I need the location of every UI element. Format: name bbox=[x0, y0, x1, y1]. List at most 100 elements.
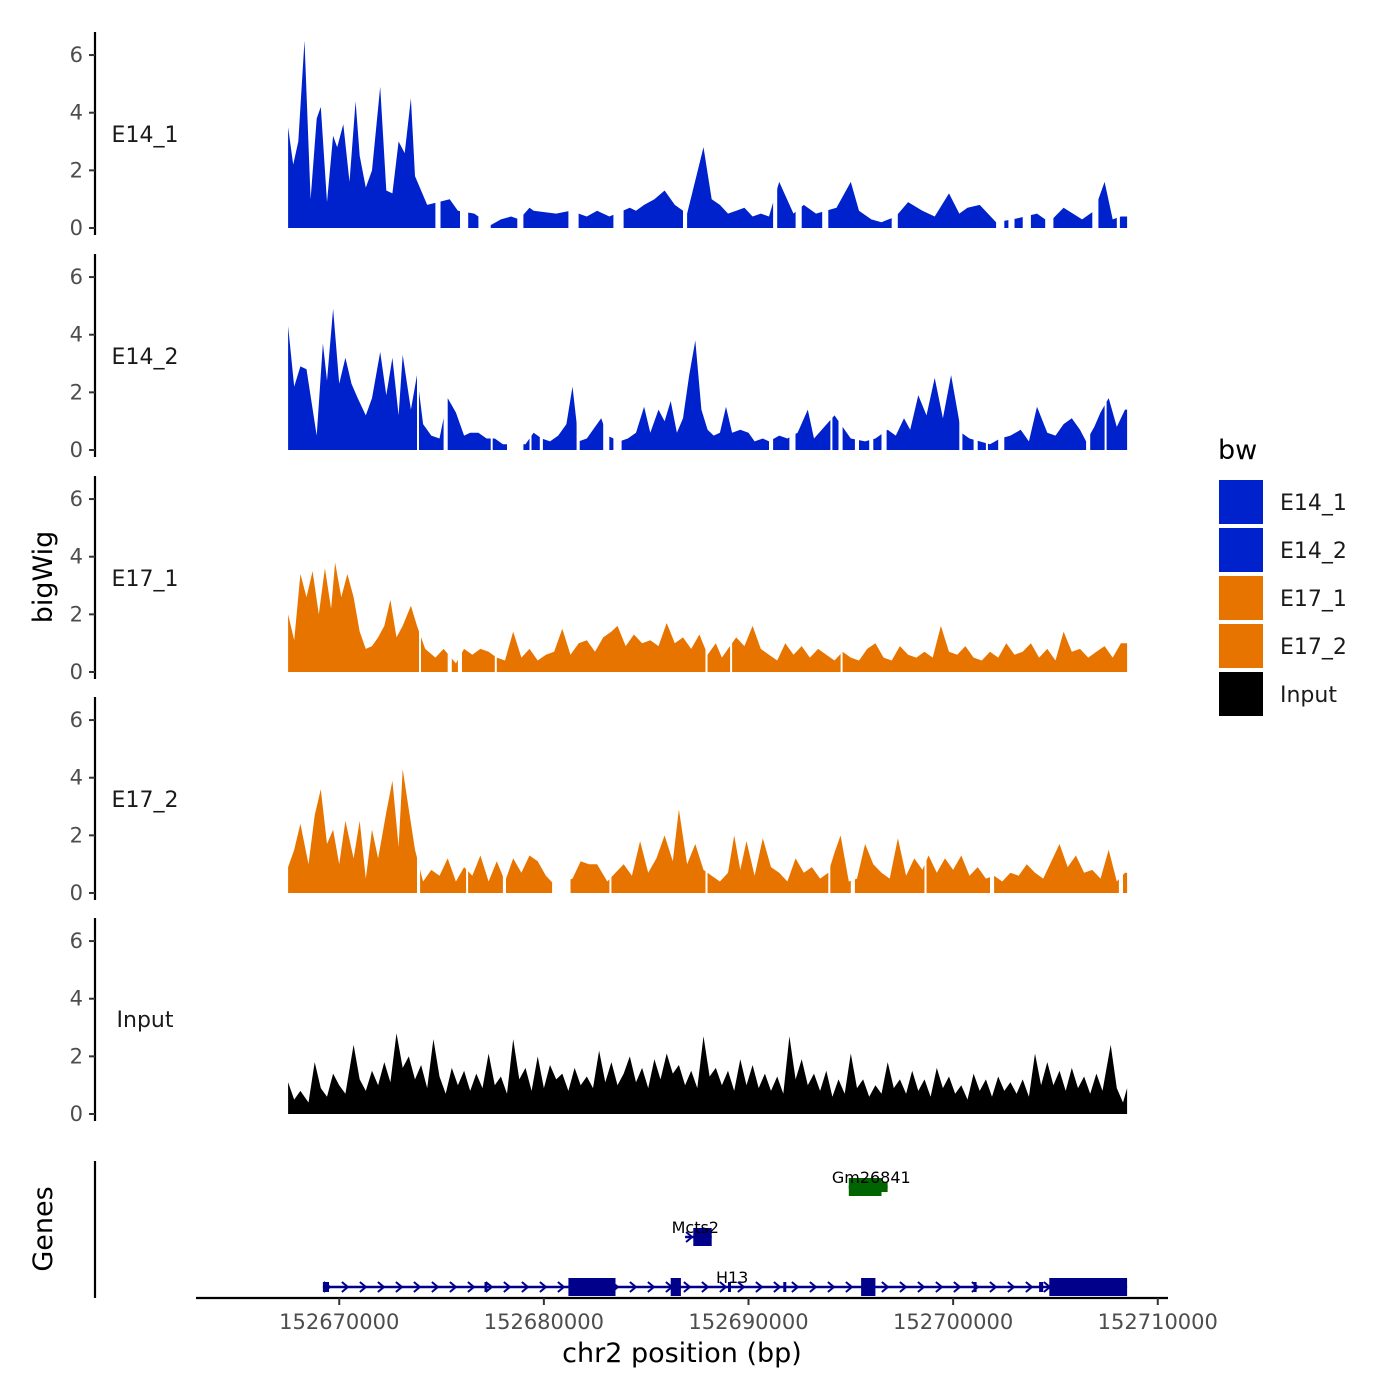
strand-chevron bbox=[899, 1281, 908, 1293]
signal-gap bbox=[435, 30, 441, 228]
y-tick-label: 6 bbox=[70, 708, 83, 732]
signal-gap bbox=[447, 474, 452, 672]
gene-exon bbox=[783, 1282, 787, 1292]
signal-gap bbox=[613, 252, 622, 450]
track-label: E17_2 bbox=[112, 788, 179, 813]
legend-key bbox=[1219, 480, 1263, 524]
signal-gap bbox=[457, 474, 462, 672]
gene-exon bbox=[848, 1178, 882, 1196]
legend-key bbox=[1219, 528, 1263, 572]
signal-gap bbox=[850, 695, 855, 893]
track-label: E17_1 bbox=[112, 567, 179, 592]
legend-label: E17_2 bbox=[1280, 635, 1347, 660]
strand-chevron bbox=[521, 1281, 530, 1293]
strand-chevron bbox=[791, 1281, 800, 1293]
legend-label: E17_1 bbox=[1280, 587, 1347, 612]
signal-area bbox=[288, 1033, 1128, 1114]
legend-label: E14_2 bbox=[1280, 539, 1347, 564]
y-axis-title: bigWig bbox=[28, 531, 59, 624]
signal-gap bbox=[576, 252, 580, 450]
gene-exon bbox=[973, 1282, 977, 1292]
signal-gap bbox=[985, 252, 988, 450]
signal-gap bbox=[830, 252, 833, 450]
signal-gap bbox=[769, 252, 774, 450]
signal-gap bbox=[507, 252, 524, 450]
y-tick-label: 4 bbox=[70, 545, 83, 569]
signal-area bbox=[288, 308, 1128, 450]
y-tick-label: 4 bbox=[70, 766, 83, 790]
track-e14-1: 0 2 4 6 E14_1 bbox=[70, 30, 1128, 240]
gene-label: Mcts2 bbox=[672, 1218, 719, 1237]
signal-gap bbox=[494, 474, 497, 672]
legend-item-e14-2: E14_2 bbox=[1219, 528, 1347, 572]
gene-exon bbox=[728, 1282, 731, 1292]
legend-label: Input bbox=[1280, 683, 1337, 708]
signal-gap bbox=[789, 252, 796, 450]
gene-exon bbox=[1039, 1282, 1044, 1292]
signal-gap bbox=[854, 252, 859, 450]
legend-key bbox=[1219, 576, 1263, 620]
strand-chevron bbox=[431, 1281, 440, 1293]
y-tick-label: 0 bbox=[70, 881, 83, 905]
strand-chevron bbox=[685, 1231, 694, 1243]
strand-chevron bbox=[1025, 1281, 1034, 1293]
x-axis-title: chr2 position (bp) bbox=[562, 1338, 802, 1369]
track-input: 0 2 4 6 Input bbox=[70, 918, 1128, 1126]
gene-exon bbox=[670, 1278, 681, 1296]
gene-exon bbox=[484, 1282, 488, 1292]
strand-chevron bbox=[953, 1281, 962, 1293]
signal-gap bbox=[840, 474, 843, 672]
signal-gap bbox=[990, 695, 995, 893]
signal-gap bbox=[417, 252, 419, 450]
genes-axis-title: Genes bbox=[28, 1186, 59, 1271]
legend: bw E14_1 E14_2 E17_1 E17_2 Input bbox=[1218, 435, 1347, 716]
track-e14-2: 0 2 4 6 E14_2 bbox=[70, 252, 1128, 462]
signal-gap bbox=[1118, 695, 1123, 893]
y-tick-label: 0 bbox=[70, 216, 83, 240]
y-tick-label: 2 bbox=[70, 1044, 83, 1068]
signal-gap bbox=[490, 252, 493, 450]
x-tick-label: 152670000 bbox=[279, 1310, 399, 1334]
signal-gap bbox=[1092, 30, 1099, 228]
strand-chevron bbox=[1007, 1281, 1016, 1293]
gene-h13: H13 bbox=[322, 1268, 1128, 1296]
signal-gap bbox=[1008, 30, 1015, 228]
strand-chevron bbox=[737, 1281, 746, 1293]
y-tick-label: 6 bbox=[70, 265, 83, 289]
y-tick-label: 2 bbox=[70, 823, 83, 847]
strand-chevron bbox=[773, 1281, 782, 1293]
signal-gap bbox=[1022, 30, 1031, 228]
y-tick-label: 6 bbox=[70, 43, 83, 67]
signal-gap bbox=[730, 474, 733, 672]
signal-gap bbox=[460, 30, 469, 228]
y-tick-label: 2 bbox=[70, 158, 83, 182]
strand-chevron bbox=[449, 1281, 458, 1293]
signal-gap bbox=[568, 30, 579, 228]
gene-exon bbox=[861, 1278, 876, 1296]
strand-chevron bbox=[467, 1281, 476, 1293]
track-label: E14_2 bbox=[112, 345, 179, 370]
strand-chevron bbox=[539, 1281, 548, 1293]
signal-gap bbox=[773, 30, 778, 228]
strand-chevron bbox=[503, 1281, 512, 1293]
gene-gm26841: Gm26841 bbox=[832, 1168, 911, 1196]
signal-gap bbox=[552, 695, 571, 893]
strand-chevron bbox=[881, 1281, 890, 1293]
strand-chevron bbox=[917, 1281, 926, 1293]
y-tick-label: 4 bbox=[70, 323, 83, 347]
strand-chevron bbox=[809, 1281, 818, 1293]
x-tick-label: 152710000 bbox=[1098, 1310, 1218, 1334]
gene-label: H13 bbox=[716, 1268, 748, 1287]
gene-exon bbox=[1049, 1278, 1128, 1296]
x-axis: 152670000 152680000 152690000 152700000 1527… bbox=[196, 1296, 1218, 1334]
signal-gap bbox=[1086, 252, 1091, 450]
gene-mcts2: Mcts2 bbox=[672, 1218, 719, 1246]
strand-chevron bbox=[719, 1281, 728, 1293]
signal-area bbox=[288, 769, 1128, 893]
y-tick-label: 0 bbox=[70, 660, 83, 684]
signal-gap bbox=[891, 30, 898, 228]
signal-gap bbox=[613, 30, 624, 228]
gene-label: Gm26841 bbox=[832, 1168, 911, 1187]
signal-gap bbox=[609, 695, 612, 893]
